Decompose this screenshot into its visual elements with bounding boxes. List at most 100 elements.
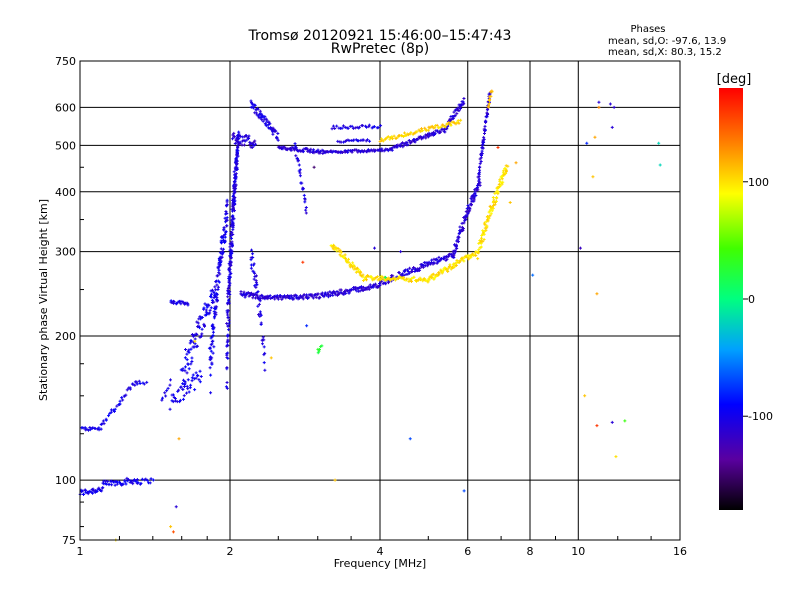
echo-point	[203, 324, 207, 328]
echo-point	[340, 150, 344, 154]
echo-point	[476, 185, 480, 189]
echo-point	[100, 489, 104, 493]
echo-point	[97, 428, 101, 432]
echo-point	[303, 200, 307, 204]
echo-point	[200, 327, 204, 331]
echo-point	[330, 245, 334, 249]
colorbar-tick-label: 0	[748, 293, 755, 306]
echo-point	[343, 253, 347, 257]
echo-point	[189, 347, 193, 351]
echo-point	[410, 276, 414, 280]
echo-point	[301, 260, 305, 264]
echo-point	[205, 305, 209, 309]
echo-point	[346, 150, 350, 154]
echo-point	[257, 302, 261, 306]
echo-point	[462, 259, 466, 263]
echo-point	[461, 229, 465, 233]
echo-point	[232, 217, 236, 221]
echo-point	[446, 254, 450, 258]
echo-point	[209, 346, 213, 350]
echo-point	[110, 483, 114, 487]
echo-point	[208, 308, 212, 312]
echo-point	[226, 286, 230, 290]
echo-point	[583, 394, 587, 398]
echo-point	[354, 270, 358, 274]
echo-point	[171, 530, 175, 534]
echo-point	[217, 280, 221, 284]
echo-point	[614, 455, 618, 459]
echo-point	[256, 304, 260, 308]
echo-point	[131, 482, 135, 486]
echo-point	[204, 313, 208, 317]
echo-point	[263, 351, 267, 355]
echo-point	[236, 145, 240, 149]
colorbar	[719, 88, 743, 510]
echo-point	[228, 245, 232, 249]
echo-point	[253, 284, 257, 288]
echo-point	[177, 437, 181, 441]
echo-point	[169, 378, 173, 382]
echo-point	[388, 137, 392, 141]
echo-point	[226, 324, 230, 328]
echo-point	[314, 295, 318, 299]
echo-point	[271, 132, 275, 136]
echo-point	[358, 289, 362, 293]
echo-point	[262, 345, 266, 349]
echo-point	[416, 137, 420, 141]
echo-point	[321, 152, 325, 156]
echo-point	[366, 274, 370, 278]
echo-point	[468, 206, 472, 210]
echo-point	[233, 179, 237, 183]
echo-point	[252, 144, 256, 148]
echo-point	[225, 212, 229, 216]
echo-point	[421, 129, 425, 133]
echo-point	[485, 224, 489, 228]
echo-point	[196, 344, 200, 348]
echo-point	[210, 356, 214, 360]
echo-point	[363, 149, 367, 153]
echo-point	[86, 428, 90, 432]
echo-point	[456, 106, 460, 110]
echo-point	[415, 130, 419, 134]
echo-point	[454, 243, 458, 247]
echo-point	[361, 124, 365, 128]
echo-point	[347, 260, 351, 264]
echo-point	[298, 171, 302, 175]
echo-point	[312, 165, 316, 169]
echo-point	[479, 236, 483, 240]
echo-point	[494, 199, 498, 203]
echo-point	[440, 127, 444, 131]
echo-point	[358, 286, 362, 290]
x-axis-ticks: 1 2 4 6 8 10 16	[77, 536, 687, 558]
echo-point	[357, 149, 361, 153]
echo-point	[235, 151, 239, 155]
echo-point	[381, 139, 385, 143]
echo-point	[269, 356, 273, 360]
echo-point	[326, 291, 330, 295]
echo-point	[139, 481, 143, 485]
echo-point	[225, 200, 229, 204]
echo-point	[261, 115, 265, 119]
echo-point	[263, 368, 267, 372]
echo-point	[257, 313, 261, 317]
echo-point	[292, 297, 296, 301]
echo-point	[391, 137, 395, 141]
echo-point	[193, 339, 197, 343]
echo-point	[135, 382, 139, 386]
echo-point	[211, 330, 215, 334]
echo-point	[181, 387, 185, 391]
echo-point	[251, 255, 255, 259]
echo-point	[309, 147, 313, 151]
echo-point	[163, 391, 167, 395]
echo-point	[383, 278, 387, 282]
echo-point	[194, 332, 198, 336]
echo-point	[316, 351, 320, 355]
echo-point	[250, 248, 254, 252]
echo-point	[346, 126, 350, 130]
echo-point	[102, 422, 106, 426]
echo-point	[226, 344, 230, 348]
echo-point	[486, 219, 490, 223]
echo-point	[185, 358, 189, 362]
echo-point	[591, 175, 595, 179]
echo-point	[437, 126, 441, 130]
